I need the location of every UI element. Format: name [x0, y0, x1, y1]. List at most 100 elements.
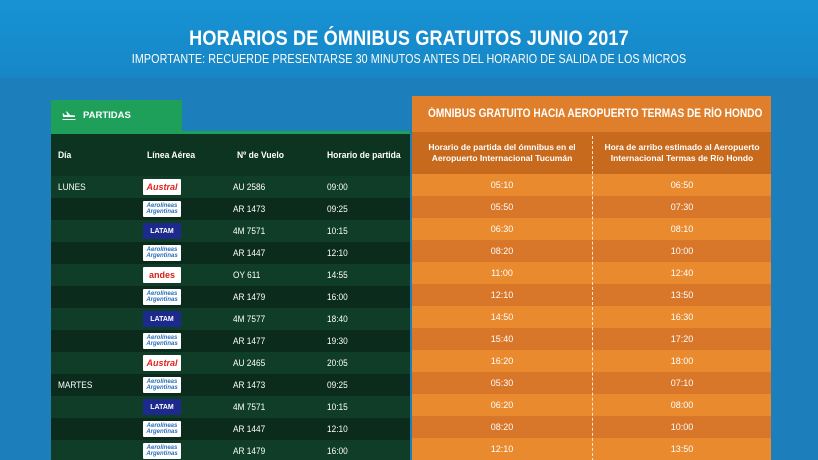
bus-header-row: Horario de partida del ómnibus en el Aer…: [412, 132, 771, 174]
bus-arrival-cell: 10:00: [670, 422, 694, 432]
departures-panel: PARTIDAS Día Línea Aérea Nº de Vuelo Hor…: [51, 100, 410, 460]
airline-logo: Aerolíneas Argentinas: [143, 377, 181, 393]
time-cell: 10:15: [327, 402, 348, 412]
departures-table: Día Línea Aérea Nº de Vuelo Horario de p…: [51, 134, 410, 460]
table-row: 05:50 07:30: [412, 196, 771, 218]
table-row: Aerolíneas Argentinas AR 1447 12:10: [51, 242, 410, 264]
bus-departure-cell: 05:30: [490, 378, 514, 388]
bus-title: ÓMNIBUS GRATUITO HACIA AEROPUERTO TERMAS…: [428, 108, 763, 120]
bus-departure-cell: 06:30: [490, 224, 514, 234]
table-row: Austral AU 2465 20:05: [51, 352, 410, 374]
flight-cell: AR 1447: [233, 248, 266, 258]
flight-cell: AR 1479: [233, 292, 266, 302]
flight-cell: 4M 7571: [233, 226, 266, 236]
bus-rows: 05:10 06:50 05:50 07:30 06:30 08:10 08:20 10:00…: [412, 174, 771, 460]
bus-departure-cell: 15:40: [490, 334, 514, 344]
airline-logo: LATAM: [143, 311, 181, 327]
table-row: 05:30 07:10: [412, 372, 771, 394]
airline-logo: Aerolíneas Argentinas: [143, 201, 181, 217]
table-row: LATAM 4M 7571 10:15: [51, 396, 410, 418]
partidas-tab[interactable]: PARTIDAS: [51, 100, 182, 131]
table-row: 12:10 13:50: [412, 284, 771, 306]
airline-logo: Aerolíneas Argentinas: [143, 443, 181, 459]
time-cell: 18:40: [327, 314, 348, 324]
airline-logo: Austral: [143, 179, 181, 195]
bus-arrival-cell: 18:00: [670, 356, 694, 366]
col-header-bus-arrival: Hora de arribo estimado al Aeropuerto In…: [604, 142, 760, 163]
col-header-airline: Línea Aérea: [147, 150, 196, 161]
bus-arrival-cell: 06:50: [670, 180, 694, 190]
table-row: 14:50 16:30: [412, 306, 771, 328]
bus-departure-cell: 12:10: [490, 290, 514, 300]
airline-logo: Aerolíneas Argentinas: [143, 421, 181, 437]
table-row: 16:20 18:00: [412, 350, 771, 372]
table-row: Aerolíneas Argentinas AR 1447 12:10: [51, 418, 410, 440]
bus-arrival-cell: 12:40: [670, 268, 694, 278]
bus-arrival-cell: 07:10: [670, 378, 694, 388]
bus-panel: ÓMNIBUS GRATUITO HACIA AEROPUERTO TERMAS…: [412, 96, 771, 460]
airline-logo: andes: [143, 267, 181, 283]
time-cell: 19:30: [327, 336, 348, 346]
time-cell: 09:25: [327, 204, 348, 214]
time-cell: 16:00: [327, 292, 348, 302]
bus-departure-cell: 16:20: [490, 356, 514, 366]
flight-cell: AU 2465: [233, 358, 266, 368]
time-cell: 09:25: [327, 380, 348, 390]
flight-cell: AR 1447: [233, 424, 266, 434]
bus-departure-cell: 06:20: [490, 400, 514, 410]
table-row: 06:20 08:00: [412, 394, 771, 416]
table-row: 05:10 06:50: [412, 174, 771, 196]
flight-cell: AR 1473: [233, 380, 266, 390]
col-header-bus-departure: Horario de partida del ómnibus en el Aer…: [428, 142, 576, 163]
day-cell: LUNES: [58, 182, 86, 192]
column-divider: [592, 136, 593, 460]
col-header-flight: Nº de Vuelo: [237, 150, 284, 161]
airline-logo: Aerolíneas Argentinas: [143, 333, 181, 349]
airline-logo: Aerolíneas Argentinas: [143, 289, 181, 305]
bus-arrival-cell: 07:30: [670, 202, 694, 212]
table-row: 15:40 17:20: [412, 328, 771, 350]
bus-arrival-cell: 17:20: [670, 334, 694, 344]
table-row: Aerolíneas Argentinas AR 1477 19:30: [51, 330, 410, 352]
table-row: 12:10 13:50: [412, 438, 771, 460]
table-row: LATAM 4M 7577 18:40: [51, 308, 410, 330]
col-header-day: Día: [58, 150, 72, 161]
page-title: HORARIOS DE ÓMNIBUS GRATUITOS JUNIO 2017: [189, 27, 629, 50]
table-row: 11:00 12:40: [412, 262, 771, 284]
airplane-icon: [62, 111, 76, 120]
time-cell: 12:10: [327, 248, 348, 258]
table-row: Aerolíneas Argentinas AR 1473 09:25: [51, 198, 410, 220]
bus-arrival-cell: 13:50: [670, 444, 694, 454]
table-row: LATAM 4M 7571 10:15: [51, 220, 410, 242]
table-row: Aerolíneas Argentinas AR 1479 16:00: [51, 286, 410, 308]
table-row: Aerolíneas Argentinas AR 1479 16:00: [51, 440, 410, 460]
flight-cell: 4M 7571: [233, 402, 266, 412]
time-cell: 14:55: [327, 270, 348, 280]
time-cell: 20:05: [327, 358, 348, 368]
airline-logo: LATAM: [143, 223, 181, 239]
bus-departure-cell: 11:00: [491, 268, 513, 278]
bus-arrival-cell: 13:50: [670, 290, 694, 300]
flight-cell: 4M 7577: [233, 314, 266, 324]
bus-departure-cell: 08:20: [490, 246, 514, 256]
bus-departure-cell: 14:50: [490, 312, 514, 322]
partidas-tab-label: PARTIDAS: [83, 110, 131, 121]
flight-cell: AR 1473: [233, 204, 266, 214]
bus-title-bar: ÓMNIBUS GRATUITO HACIA AEROPUERTO TERMAS…: [412, 96, 771, 132]
page-header: HORARIOS DE ÓMNIBUS GRATUITOS JUNIO 2017…: [0, 0, 818, 78]
bus-arrival-cell: 10:00: [670, 246, 694, 256]
day-cell: MARTES: [58, 380, 93, 390]
bus-departure-cell: 05:10: [490, 180, 514, 190]
flight-cell: AU 2586: [233, 182, 266, 192]
table-row: MARTES Aerolíneas Argentinas AR 1473 09:25: [51, 374, 410, 396]
flight-cell: AR 1479: [233, 446, 266, 456]
time-cell: 12:10: [327, 424, 348, 434]
bus-arrival-cell: 16:30: [670, 312, 694, 322]
bus-arrival-cell: 08:00: [670, 400, 694, 410]
table-row: 08:20 10:00: [412, 416, 771, 438]
col-header-time: Horario de partida: [327, 150, 401, 161]
table-row: 08:20 10:00: [412, 240, 771, 262]
bus-departure-cell: 08:20: [490, 422, 514, 432]
flight-cell: OY 611: [233, 270, 261, 280]
page-subtitle: IMPORTANTE: RECUERDE PRESENTARSE 30 MINU…: [131, 52, 687, 66]
